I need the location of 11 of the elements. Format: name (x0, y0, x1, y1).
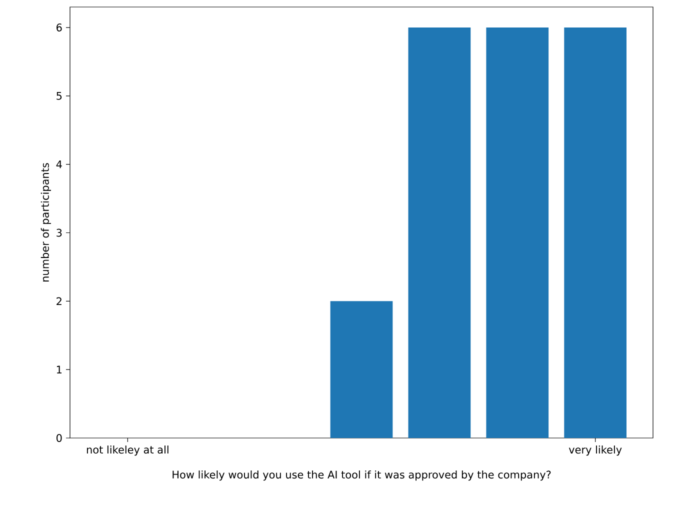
y-tick-label: 1 (56, 366, 62, 374)
x-axis-title: How likely would you use the AI tool if it was approved by the company? (172, 470, 551, 481)
y-tick-label: 3 (56, 228, 62, 237)
y-tick-label: 4 (56, 160, 62, 168)
y-tick-label: 6 (56, 24, 62, 32)
x-tick-label: very likely (568, 446, 622, 456)
x-tick-label: not likeley at all (86, 446, 168, 456)
y-axis-title: number of participants (40, 163, 51, 282)
y-tick-label: 0 (56, 434, 62, 442)
y-tick-label: 2 (56, 297, 62, 306)
y-tick-label: 5 (56, 92, 62, 100)
